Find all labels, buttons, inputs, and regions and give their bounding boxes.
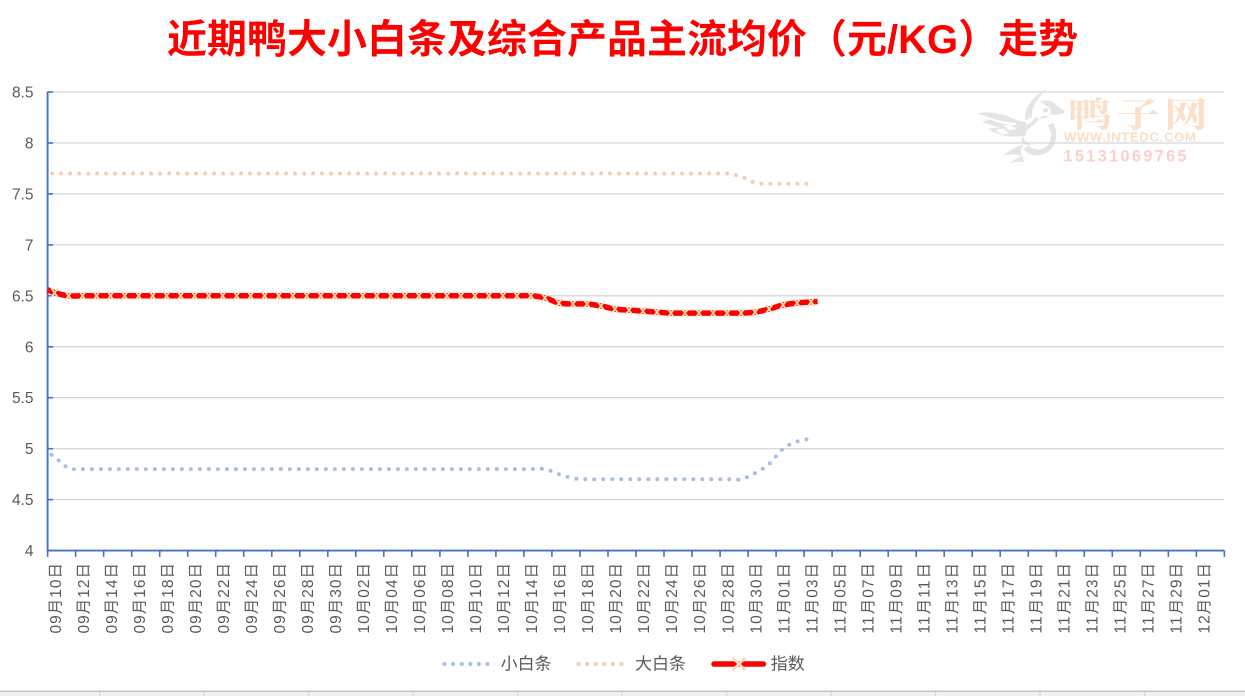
svg-text:13: 13 (944, 579, 961, 598)
svg-text:08: 08 (440, 579, 457, 598)
svg-text:11: 11 (832, 615, 849, 633)
svg-text:15131069765: 15131069765 (1064, 148, 1189, 166)
svg-text:11: 11 (944, 615, 961, 633)
svg-text:22: 22 (216, 579, 233, 598)
svg-text:10: 10 (580, 614, 597, 633)
svg-text:09: 09 (328, 614, 345, 633)
svg-text:11: 11 (804, 615, 821, 633)
svg-text:12: 12 (76, 579, 93, 598)
svg-text:WWW.INTEDC.COM: WWW.INTEDC.COM (1064, 130, 1197, 145)
svg-text:28: 28 (720, 579, 737, 598)
svg-text:12: 12 (496, 579, 513, 598)
svg-text:5: 5 (25, 441, 34, 458)
svg-text:09: 09 (888, 579, 905, 598)
svg-text:11: 11 (972, 615, 989, 633)
svg-text:10: 10 (356, 614, 373, 633)
svg-text:11: 11 (1169, 615, 1186, 633)
svg-text:10: 10 (412, 614, 429, 633)
svg-text:11: 11 (1141, 615, 1158, 633)
svg-text:24: 24 (664, 579, 681, 598)
svg-text:10: 10 (608, 614, 625, 633)
svg-text:11: 11 (916, 615, 933, 633)
svg-text:11: 11 (888, 615, 905, 633)
svg-text:7.5: 7.5 (12, 186, 34, 203)
svg-text:26: 26 (272, 579, 289, 598)
svg-text:11: 11 (1029, 615, 1046, 633)
svg-text:7: 7 (25, 237, 34, 254)
svg-text:10: 10 (748, 614, 765, 633)
svg-text:11: 11 (1057, 615, 1074, 633)
svg-text:30: 30 (328, 579, 345, 598)
svg-text:10: 10 (468, 614, 485, 633)
svg-text:16: 16 (132, 579, 149, 598)
svg-text:10: 10 (636, 614, 653, 633)
svg-text:27: 27 (1141, 579, 1158, 598)
svg-text:01: 01 (776, 579, 793, 598)
svg-text:10: 10 (552, 614, 569, 633)
svg-text:09: 09 (160, 614, 177, 633)
svg-text:26: 26 (692, 579, 709, 598)
svg-text:10: 10 (48, 579, 65, 598)
svg-text:24: 24 (244, 579, 261, 598)
svg-text:09: 09 (48, 614, 65, 633)
svg-text:09: 09 (188, 614, 205, 633)
svg-text:20: 20 (608, 579, 625, 598)
svg-text:4.5: 4.5 (12, 492, 34, 509)
svg-text:10: 10 (664, 614, 681, 633)
svg-text:02: 02 (356, 579, 373, 598)
svg-text:6.5: 6.5 (12, 288, 34, 305)
svg-text:04: 04 (384, 579, 401, 598)
svg-text:29: 29 (1169, 579, 1186, 598)
svg-text:21: 21 (1057, 579, 1074, 598)
svg-text:4: 4 (25, 543, 34, 560)
svg-text:17: 17 (1001, 579, 1018, 598)
svg-text:10: 10 (692, 614, 709, 633)
svg-text:14: 14 (524, 579, 541, 598)
svg-text:18: 18 (160, 579, 177, 598)
svg-text:10: 10 (384, 614, 401, 633)
svg-text:11: 11 (1001, 615, 1018, 633)
svg-text:14: 14 (104, 579, 121, 598)
svg-text:09: 09 (132, 614, 149, 633)
svg-text:09: 09 (244, 614, 261, 633)
svg-text:15: 15 (972, 579, 989, 598)
svg-text:11: 11 (860, 615, 877, 633)
svg-text:6: 6 (25, 339, 34, 356)
svg-text:30: 30 (748, 579, 765, 598)
svg-text:16: 16 (552, 579, 569, 598)
svg-text:22: 22 (636, 579, 653, 598)
svg-text:10: 10 (720, 614, 737, 633)
svg-text:10: 10 (524, 614, 541, 633)
svg-text:28: 28 (300, 579, 317, 598)
svg-text:11: 11 (1085, 615, 1102, 633)
svg-text:8.5: 8.5 (12, 85, 34, 102)
svg-text:01: 01 (1197, 579, 1214, 598)
svg-text:09: 09 (76, 614, 93, 633)
svg-text:5.5: 5.5 (12, 390, 34, 407)
svg-text:25: 25 (1113, 579, 1130, 598)
svg-text:05: 05 (832, 579, 849, 598)
svg-text:23: 23 (1085, 579, 1102, 598)
svg-text:11: 11 (776, 615, 793, 633)
svg-text:09: 09 (300, 614, 317, 633)
svg-text:06: 06 (412, 579, 429, 598)
svg-text:19: 19 (1029, 579, 1046, 598)
svg-text:03: 03 (804, 579, 821, 598)
svg-text:10: 10 (440, 614, 457, 633)
svg-text:18: 18 (580, 579, 597, 598)
svg-text:8: 8 (25, 136, 34, 153)
svg-text:12: 12 (1197, 614, 1214, 633)
svg-text:10: 10 (468, 579, 485, 598)
svg-text:20: 20 (188, 579, 205, 598)
svg-text:/KG: /KG (887, 18, 958, 62)
svg-text:07: 07 (860, 579, 877, 598)
svg-text:10: 10 (496, 614, 513, 633)
svg-text:09: 09 (104, 614, 121, 633)
svg-text:11: 11 (916, 580, 933, 598)
svg-text:11: 11 (1113, 615, 1130, 633)
svg-text:09: 09 (272, 614, 289, 633)
svg-text:09: 09 (216, 614, 233, 633)
